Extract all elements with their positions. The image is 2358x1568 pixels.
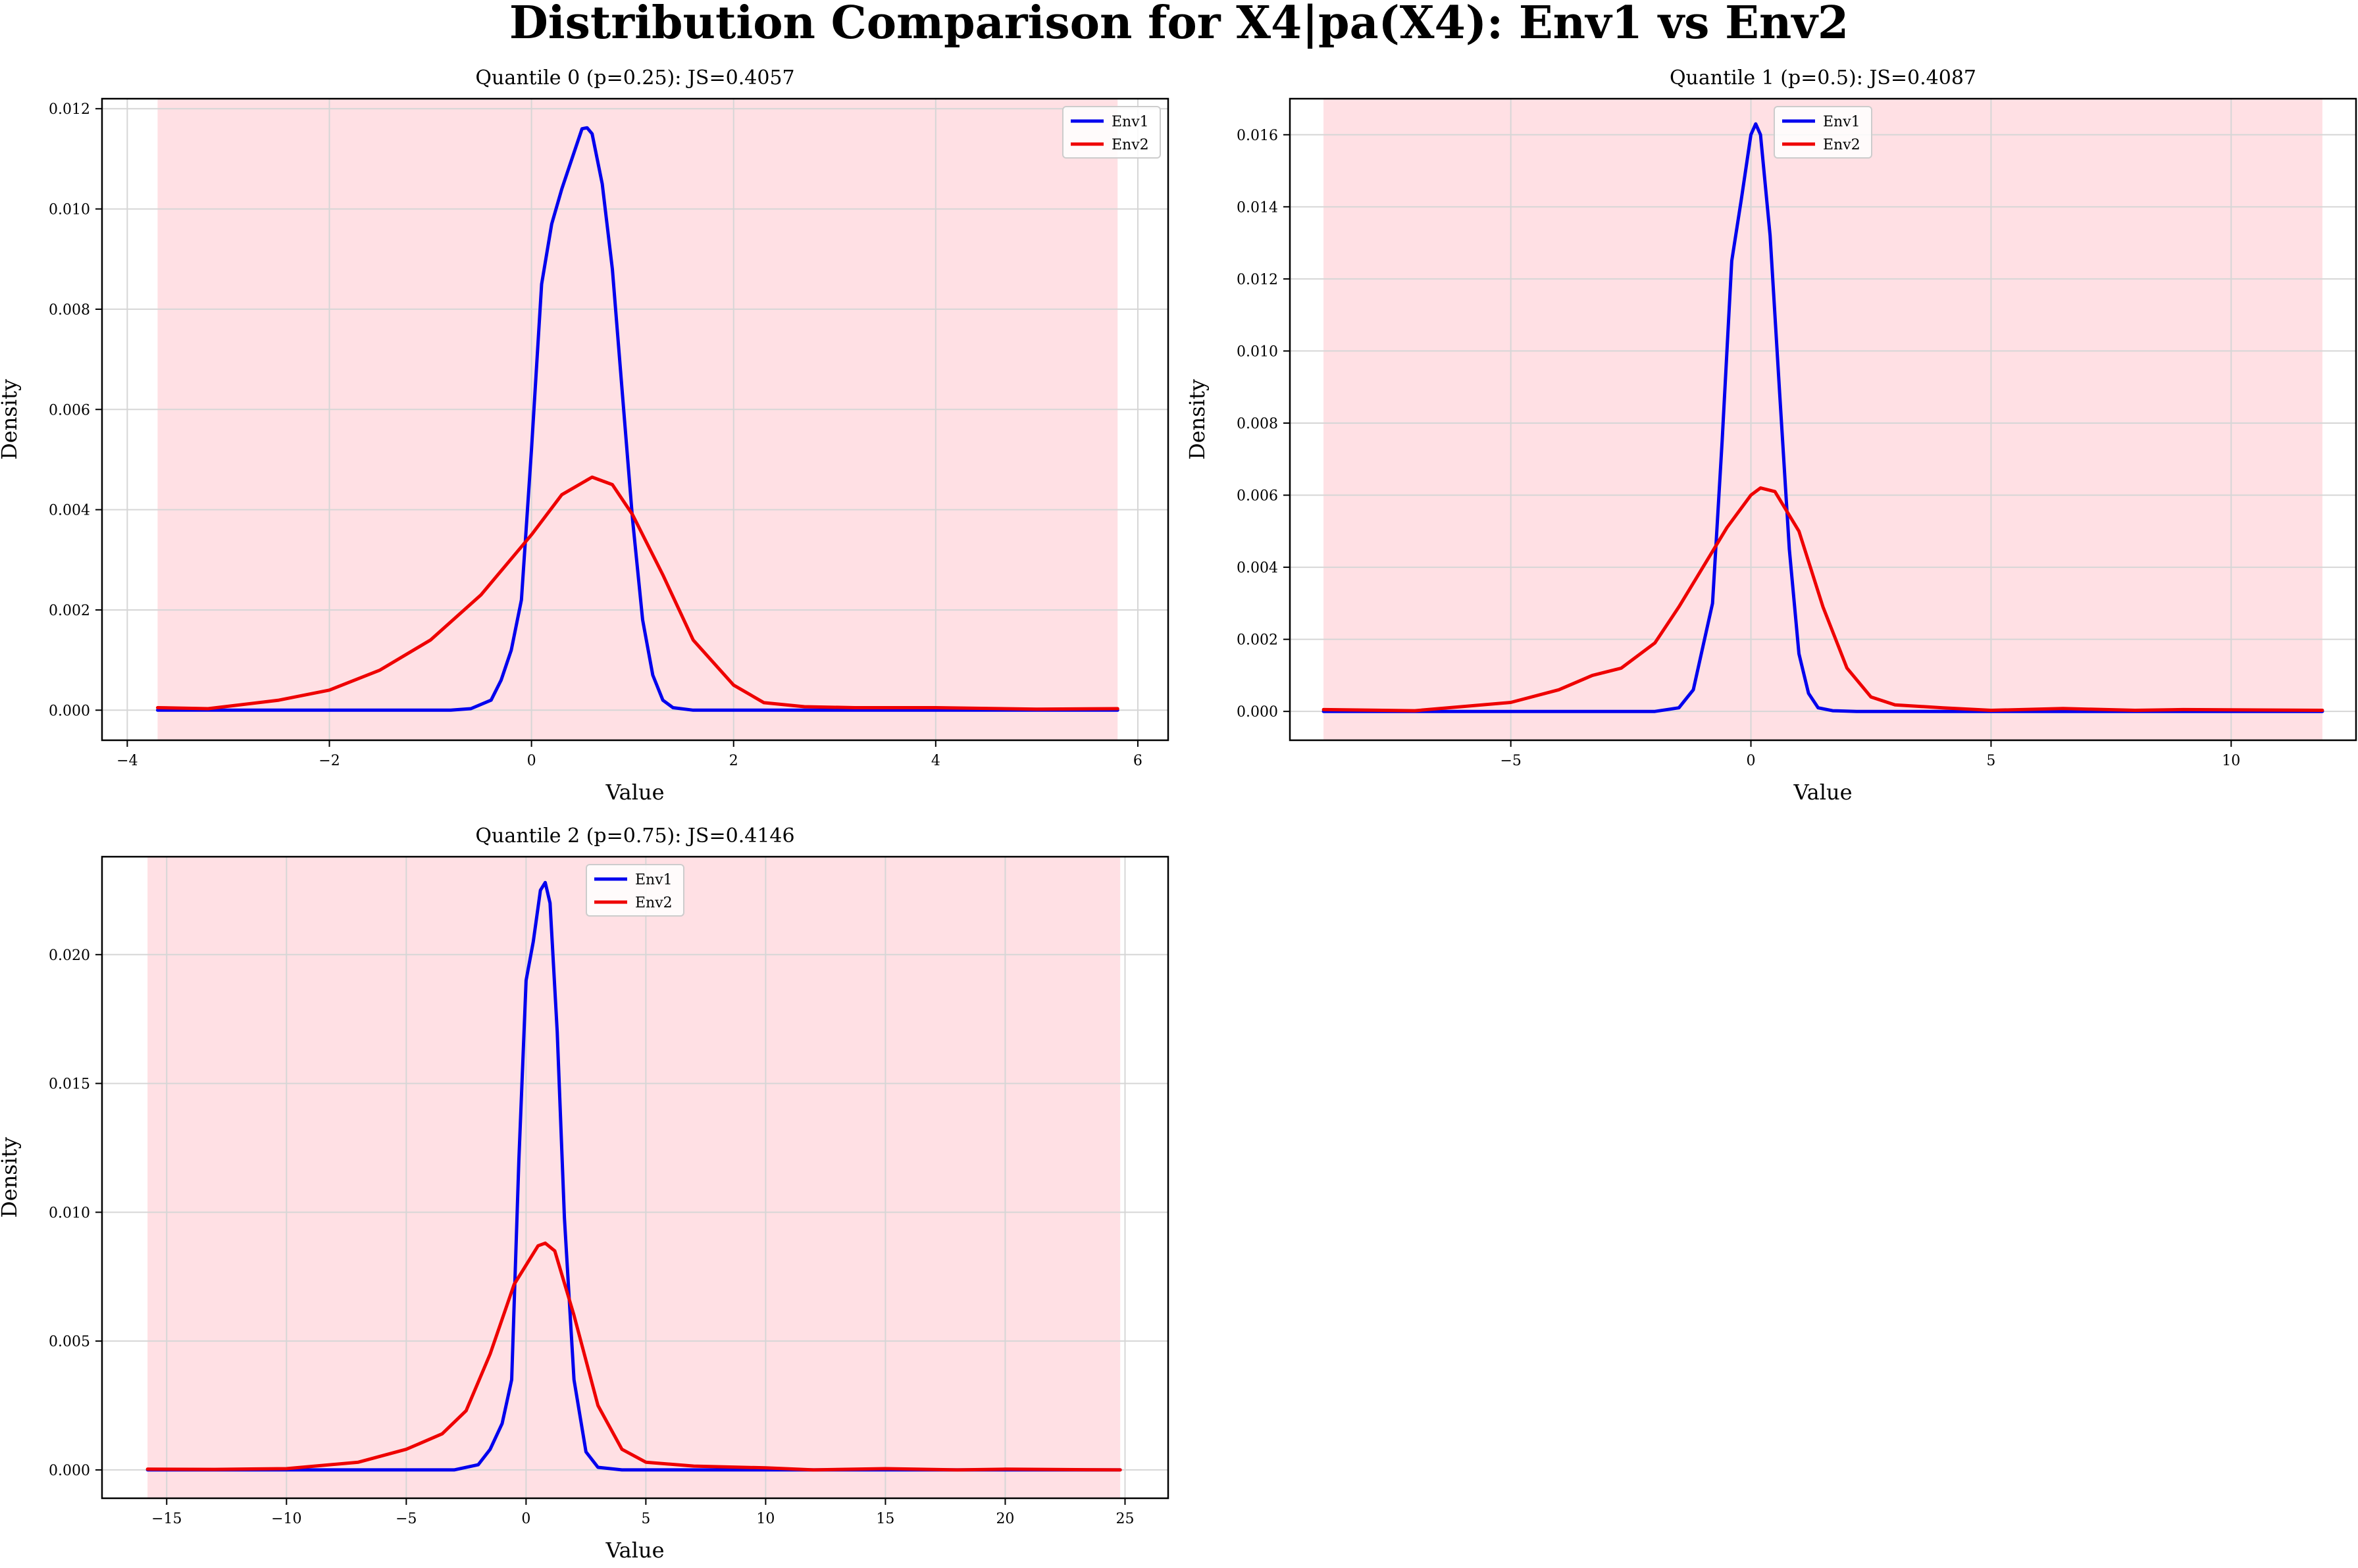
subplot-title: Quantile 0 (p=0.25): JS=0.4057	[475, 66, 794, 89]
y-tick-label: 0.014	[1237, 199, 1278, 216]
subplot-title: Quantile 1 (p=0.5): JS=0.4087	[1670, 66, 1976, 89]
series-line-env1	[1321, 122, 2324, 713]
y-tick-label: 0.006	[49, 402, 90, 418]
y-tick-label: 0.016	[1237, 128, 1278, 144]
x-tick-label: −10	[271, 1511, 301, 1527]
figure-title: Distribution Comparison for X4|pa(X4): E…	[509, 0, 1849, 49]
shaded-region	[147, 857, 1121, 1498]
x-tick-label: −5	[396, 1511, 417, 1527]
series-line-env2	[156, 475, 1119, 711]
x-tick-label: 10	[2222, 753, 2240, 769]
y-tick-label: 0.010	[49, 1205, 90, 1221]
y-tick-label: 0.012	[49, 101, 90, 118]
x-tick-label: 5	[1986, 753, 1995, 769]
legend-entry-env1: Env1	[1112, 114, 1149, 130]
x-tick-label: 25	[1115, 1511, 1134, 1527]
y-tick-label: 0.004	[1237, 560, 1278, 576]
x-axis-label: Value	[605, 780, 664, 805]
legend: Env1 Env2	[1774, 106, 1872, 159]
legend-entry-env1: Env1	[1823, 114, 1860, 130]
y-tick-label: 0.020	[49, 948, 90, 964]
legend-entry-env2: Env2	[635, 895, 673, 911]
y-tick-label: 0.015	[49, 1076, 90, 1093]
y-axis-label: Density	[0, 1137, 22, 1218]
subplot-title: Quantile 2 (p=0.75): JS=0.4146	[475, 824, 794, 847]
y-tick-label: 0.000	[49, 1463, 90, 1479]
x-tick-label: 5	[641, 1511, 650, 1527]
x-axis-label: Value	[605, 1538, 664, 1563]
axes-frame	[1289, 97, 2357, 742]
x-tick-label: 15	[876, 1511, 894, 1527]
x-tick-label: −4	[116, 753, 138, 769]
x-tick-label: 6	[1133, 753, 1142, 769]
y-tick-label: 0.005	[49, 1334, 90, 1350]
x-tick-label: 0	[521, 1511, 530, 1527]
legend: Env1 Env2	[1062, 106, 1161, 159]
x-tick-label: −5	[1500, 753, 1521, 769]
x-tick-label: 2	[729, 753, 738, 769]
y-tick-label: 0.006	[1237, 488, 1278, 505]
series-line-env2	[1321, 486, 2324, 713]
subplot-2: −15 −10 −5 0 5 10 15 20 25 0.000 0.005 0.010 0.015 0.…	[0, 824, 1169, 1563]
y-tick-label: 0.002	[49, 603, 90, 619]
axes-frame	[101, 855, 1169, 1500]
y-tick-label: 0.002	[1237, 632, 1278, 649]
y-tick-label: 0.010	[1237, 343, 1278, 360]
x-tick-label: −15	[151, 1511, 182, 1527]
y-tick-label: 0.008	[49, 302, 90, 318]
legend: Env1 Env2	[586, 864, 684, 917]
x-axis-label: Value	[1793, 780, 1852, 805]
legend-entry-env2: Env2	[1823, 137, 1860, 153]
y-tick-label: 0.010	[49, 202, 90, 218]
series-line-env1	[145, 880, 1122, 1472]
legend-entry-env2: Env2	[1112, 137, 1149, 153]
legend-entry-env1: Env1	[635, 872, 673, 888]
x-tick-label: 0	[527, 753, 536, 769]
subplot-0: −4 −2 0 2 4 6 0.000 0.002 0.004 0.006 0.008 0.010 0.…	[0, 66, 1169, 805]
x-tick-label: 4	[931, 753, 940, 769]
x-tick-label: 10	[756, 1511, 775, 1527]
y-axis-label: Density	[0, 379, 22, 460]
subplot-1: −5 0 5 10 0.000 0.002 0.004 0.006 0.008 0.010 0.01…	[1185, 66, 2357, 805]
x-tick-label: 0	[1747, 753, 1756, 769]
y-tick-label: 0.008	[1237, 416, 1278, 432]
y-tick-label: 0.012	[1237, 272, 1278, 288]
y-tick-label: 0.004	[49, 503, 90, 519]
axes-frame	[101, 97, 1169, 742]
series-line-env1	[156, 126, 1119, 712]
shaded-region	[1323, 99, 2322, 740]
series-line-env2	[145, 1241, 1122, 1472]
y-tick-label: 0.000	[49, 703, 90, 719]
x-tick-label: −2	[319, 753, 340, 769]
x-tick-label: 20	[996, 1511, 1014, 1527]
shaded-region	[157, 99, 1118, 740]
y-tick-label: 0.000	[1237, 704, 1278, 721]
y-axis-label: Density	[1185, 379, 1210, 460]
